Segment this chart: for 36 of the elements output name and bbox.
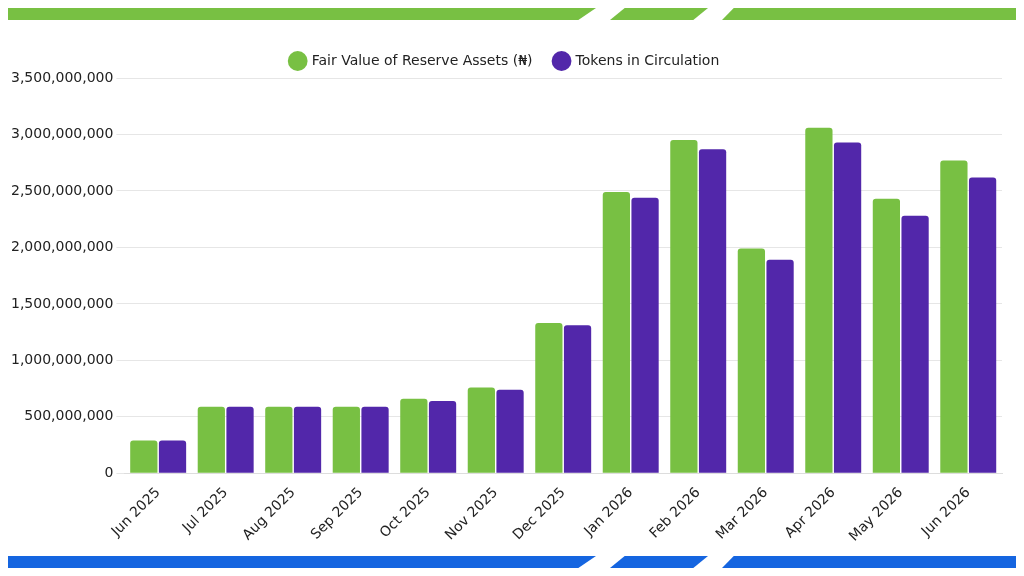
y-tick-label: 1,500,000,000 (10, 294, 114, 311)
y-tick-label: 0 (104, 463, 114, 480)
bar (428, 401, 457, 473)
bar (293, 406, 322, 473)
bar (872, 198, 901, 473)
bar (535, 323, 563, 473)
y-tick-label: 1,000,000,000 (10, 351, 114, 368)
bar (602, 192, 630, 473)
bar (226, 406, 254, 473)
legend-label: Tokens in Circulation (574, 51, 720, 68)
bar (737, 248, 766, 473)
bar (361, 406, 389, 473)
y-tick-label: 3,000,000,000 (10, 125, 114, 142)
y-tick-label: 3,500,000,000 (10, 68, 114, 85)
bar (766, 259, 794, 473)
bar (670, 140, 698, 473)
bar (130, 440, 158, 473)
y-tick-label: 2,500,000,000 (10, 181, 114, 198)
legend-label: Fair Value of Reserve Assets (₦) (311, 51, 533, 68)
bar (968, 177, 997, 473)
bar (496, 389, 524, 473)
bar (265, 406, 293, 473)
bar (805, 127, 833, 473)
bar (631, 197, 659, 473)
bar (467, 387, 495, 473)
bar (833, 142, 862, 473)
bar (158, 440, 187, 473)
bar (901, 215, 929, 473)
bar (563, 325, 592, 473)
bar (400, 398, 428, 473)
bar (197, 406, 225, 473)
bar (940, 160, 968, 473)
bar (698, 149, 727, 473)
y-tick-label: 500,000,000 (24, 407, 114, 424)
bar (332, 406, 360, 473)
y-tick-label: 2,000,000,000 (10, 238, 114, 255)
